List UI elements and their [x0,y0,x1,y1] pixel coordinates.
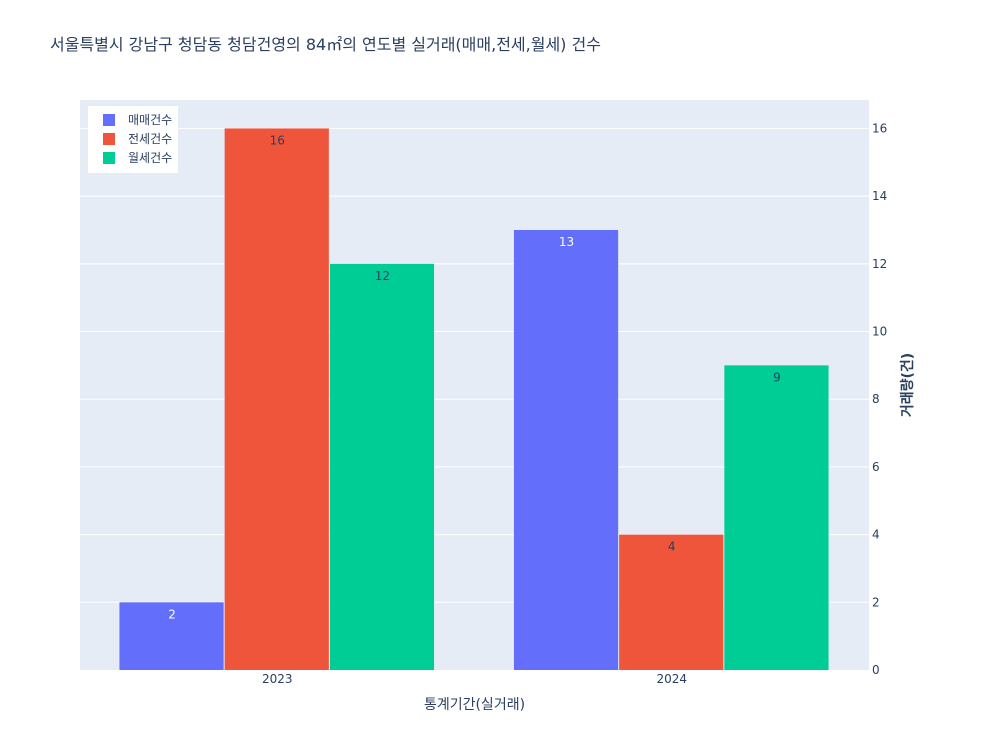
y-tick-label: 10 [872,325,887,339]
legend-label: 월세건수 [128,151,172,165]
y-tick-label: 4 [872,528,880,542]
data-label: 16 [270,133,285,147]
y-tick-label: 12 [872,257,887,271]
y-tick-label: 8 [872,392,880,406]
chart-title: 서울특별시 강남구 청담동 청담건영의 84㎡의 연도별 실거래(매매,전세,월… [50,35,601,54]
data-labels: 2 16 12 13 4 9 [168,133,781,621]
bar-2024-2 [724,365,829,670]
bar-2024-0 [513,229,619,670]
data-label: 12 [375,269,390,283]
y-axis-ticks: 0 2 4 6 8 10 12 14 16 [872,121,887,677]
x-tick-label: 2024 [656,672,687,686]
legend-swatch [103,114,115,126]
data-label: 4 [668,540,676,554]
y-tick-label: 16 [872,121,887,135]
x-axis-title: 통계기간(실거래) [424,697,525,713]
legend-swatch [103,152,115,164]
y-tick-label: 6 [872,460,880,474]
y-tick-label: 0 [872,663,880,677]
bar-2024-1 [619,534,724,670]
bar-2023-1 [224,128,329,670]
legend-label: 매매건수 [128,113,172,127]
x-tick-label: 2023 [262,672,293,686]
bar-2023-0 [119,602,224,670]
bars [119,128,829,670]
legend-swatch [103,133,115,145]
x-axis-ticks: 2023 2024 [262,672,687,686]
data-label: 9 [773,370,781,384]
legend-label: 전세건수 [128,132,172,146]
y-tick-label: 14 [872,189,887,203]
data-label: 13 [559,235,574,249]
y-tick-label: 2 [872,595,880,609]
y-axis-title: 거래량(건) [899,353,916,417]
bar-2023-2 [329,263,435,670]
data-label: 2 [168,607,176,621]
